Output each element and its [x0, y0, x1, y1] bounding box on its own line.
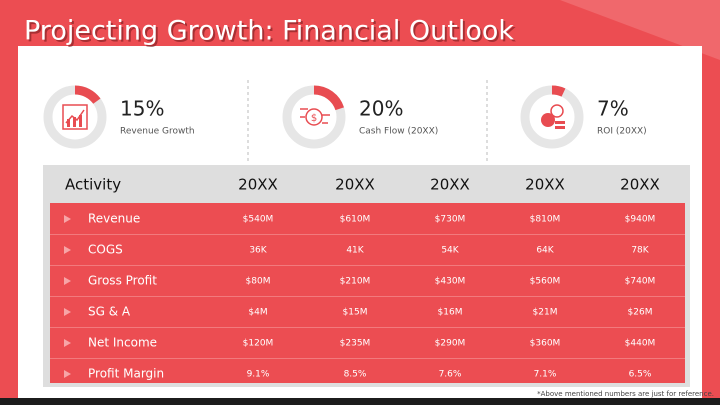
- kpi-caption: ROI (20XX): [597, 127, 647, 137]
- cell: $120M: [243, 339, 274, 349]
- ring-progress: [282, 85, 346, 149]
- kpi-value: 20%: [359, 97, 403, 121]
- cell: 78K: [631, 246, 649, 256]
- kpi-caption: Revenue Growth: [120, 127, 195, 137]
- decor: [560, 0, 720, 60]
- cell: $26M: [628, 308, 653, 318]
- cell: 54K: [441, 246, 459, 256]
- cell: $235M: [340, 339, 371, 349]
- svg-text:$: $: [311, 113, 317, 124]
- row-label: SG & A: [88, 305, 131, 319]
- ring-progress: [43, 85, 107, 149]
- table-body: [50, 203, 685, 383]
- cell: 7.1%: [534, 370, 557, 380]
- icons: $: [62, 104, 565, 130]
- cell: $15M: [343, 308, 368, 318]
- cell: $21M: [533, 308, 558, 318]
- cell: $610M: [340, 215, 371, 225]
- row-marker: [64, 277, 71, 285]
- row-label: COGS: [88, 243, 123, 257]
- column-header: 20XX: [238, 176, 278, 194]
- kpi-value: 7%: [597, 97, 629, 121]
- cell: $440M: [625, 339, 656, 349]
- row-marker: [64, 339, 71, 347]
- cell: $360M: [530, 339, 561, 349]
- column-header: 20XX: [620, 176, 660, 194]
- cell: 6.5%: [629, 370, 652, 380]
- kpi-caption: Cash Flow (20XX): [359, 127, 438, 137]
- cell: $730M: [435, 215, 466, 225]
- row-marker: [64, 215, 71, 223]
- column-header: 20XX: [525, 176, 565, 194]
- cell: $540M: [243, 215, 274, 225]
- cell: $16M: [438, 308, 463, 318]
- cell: $810M: [530, 215, 561, 225]
- cell: $740M: [625, 277, 656, 287]
- roi-icon: [541, 104, 565, 129]
- cell: $940M: [625, 215, 656, 225]
- cell: 8.5%: [344, 370, 367, 380]
- column-header: 20XX: [335, 176, 375, 194]
- row-marker: [64, 370, 71, 378]
- ring-progress: [520, 85, 584, 149]
- bottom-bar: [0, 398, 720, 405]
- row-label: Gross Profit: [88, 274, 157, 288]
- cell: $210M: [340, 277, 371, 287]
- cell: $430M: [435, 277, 466, 287]
- title: Projecting Growth: Financial Outlook: [24, 16, 514, 47]
- cashflow-icon: $: [300, 108, 330, 126]
- cell: 36K: [249, 246, 267, 256]
- column-header: 20XX: [430, 176, 470, 194]
- title-shadow: Projecting Growth: Financial Outlook: [26, 18, 516, 49]
- cell: 7.6%: [439, 370, 462, 380]
- cell: $4M: [248, 308, 267, 318]
- cell: $560M: [530, 277, 561, 287]
- cell: 9.1%: [247, 370, 270, 380]
- cell: $80M: [246, 277, 271, 287]
- row-label: Profit Margin: [88, 367, 164, 381]
- kpi-value: 15%: [120, 97, 164, 121]
- row-marker: [64, 308, 71, 316]
- row-label: Revenue: [88, 212, 140, 226]
- footnote: *Above mentioned numbers are just for re…: [537, 390, 714, 398]
- cell: 41K: [346, 246, 364, 256]
- row-marker: [64, 246, 71, 254]
- column-header: Activity: [65, 176, 121, 194]
- chart-icon: [62, 104, 88, 130]
- cell: $290M: [435, 339, 466, 349]
- row-label: Net Income: [88, 336, 157, 350]
- cell: 64K: [536, 246, 554, 256]
